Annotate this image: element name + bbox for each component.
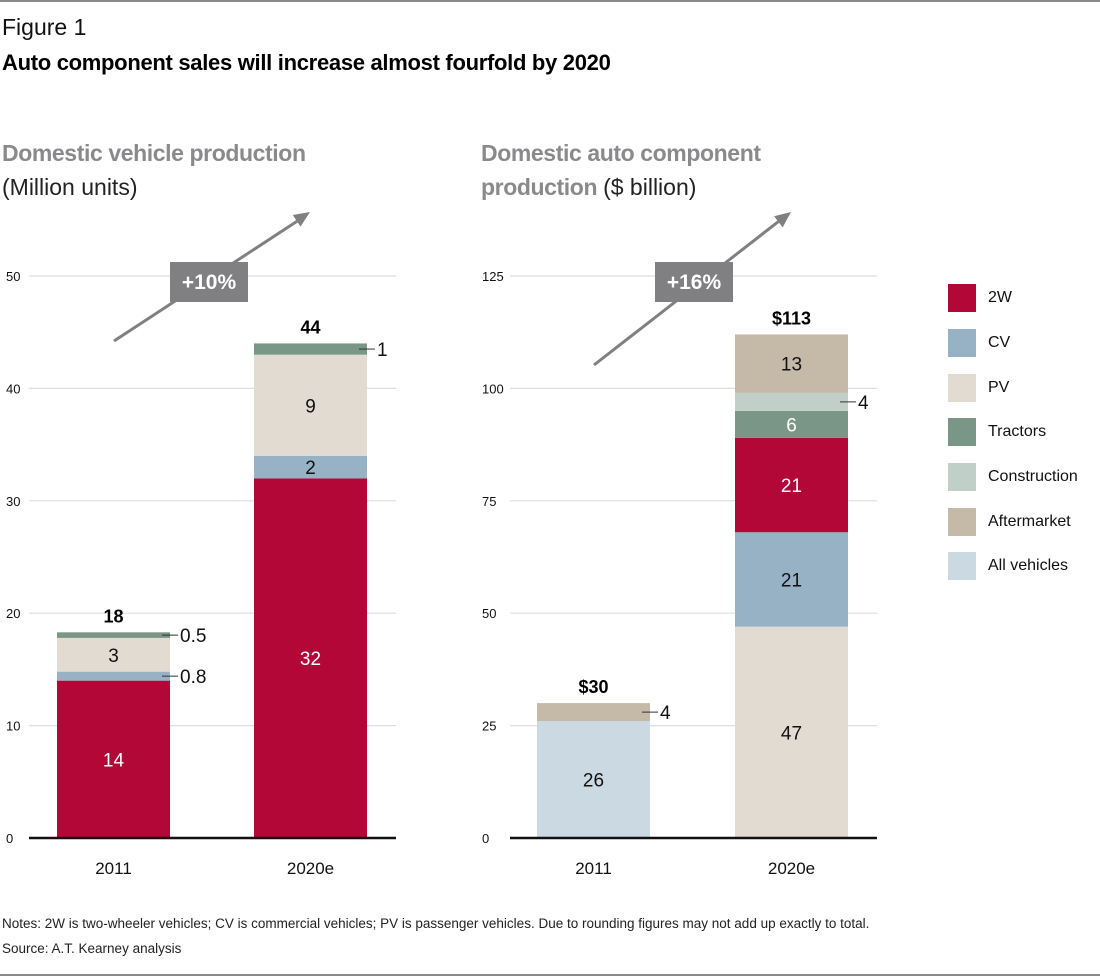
legend-swatch [948,463,976,492]
bottom-rule [0,974,1100,976]
legend-label: PV [988,378,1010,396]
bar-segment-label: 21 [781,570,802,591]
bar-segment [254,478,367,838]
legend-swatch [948,552,976,581]
legend-label: All vehicles [988,557,1069,575]
y-tick-label: 100 [482,381,504,396]
y-tick-label: 125 [482,269,504,284]
bar-total-label: 44 [300,317,320,337]
y-tick-label: 20 [6,606,20,621]
legend-item: 2W [948,276,1078,321]
bar-segment-label: 4 [660,703,671,724]
left-panel-title: Domestic vehicle production (Million uni… [2,136,382,204]
left-panel-title-text: Domestic vehicle production [2,140,306,166]
legend-item: Tractors [948,410,1078,455]
growth-badge [170,262,248,302]
bar-total-label: $30 [578,677,608,697]
bar-total-label: 18 [103,606,123,626]
bar-segment [254,354,367,456]
figure-title: Auto component sales will increase almos… [2,50,611,75]
bar-segment-label: 0.8 [180,667,206,688]
bar-segment-label: 13 [781,355,802,376]
bar-segment-label: 32 [300,649,321,670]
growth-arrow-head-icon [292,212,310,227]
bar-segment [537,721,650,838]
top-rule [0,0,1100,2]
y-tick-label: 50 [6,269,20,284]
legend-label: Construction [988,468,1078,486]
legend-swatch [948,284,976,313]
bar-segment [537,703,650,722]
bar-segment [735,437,848,533]
bar-segment-label: 4 [858,393,869,414]
growth-badge-label: +10% [182,271,237,294]
bar-segment-label: 2 [305,458,316,479]
bar-segment [57,637,170,672]
right-panel-title: Domestic auto component production ($ bi… [481,136,841,204]
x-category-label: 2011 [575,859,612,878]
bar-segment [735,532,848,627]
y-tick-label: 25 [482,719,496,734]
legend-label: Aftermarket [988,512,1071,530]
y-tick-label: 30 [6,494,20,509]
bar-segment-label: 9 [305,396,316,417]
y-tick-label: 75 [482,494,496,509]
legend-item: Construction [948,455,1078,500]
source-text: Source: A.T. Kearney analysis [2,941,182,956]
legend: 2W CV PV Tractors Construction Aftermarket All… [948,276,1078,589]
legend-label: CV [988,334,1011,352]
bar-segment-label: 1 [377,340,388,361]
bar-segment [57,632,170,638]
x-category-label: 2020e [287,859,334,878]
y-tick-label: 0 [6,831,13,846]
figure-label: Figure 1 [2,14,87,40]
x-category-label: 2011 [95,859,132,878]
y-tick-label: 50 [482,606,496,621]
legend-label: 2W [988,289,1012,307]
bar-segment-label: 0.5 [180,626,206,647]
y-tick-label: 0 [482,831,489,846]
legend-item: All vehicles [948,544,1078,589]
bar-segment [254,343,367,355]
bar-segment-label: 6 [786,415,797,436]
y-tick-label: 10 [6,719,20,734]
legend-swatch [948,507,976,536]
legend-item: CV [948,321,1078,366]
bar-segment-label: 14 [103,750,125,771]
bar-segment [735,410,848,438]
notes-text: Notes: 2W is two-wheeler vehicles; CV is… [2,916,870,931]
bar-segment [57,680,170,838]
legend-item: PV [948,365,1078,410]
growth-arrow-head-icon [774,212,791,228]
x-category-label: 2020e [768,859,815,878]
bar-segment [735,334,848,393]
right-panel-unit: ($ billion) [603,174,697,200]
growth-badge [655,262,733,302]
bar-segment-label: 47 [781,723,802,744]
left-panel-unit: (Million units) [2,174,138,200]
bar-segment-label: 3 [108,646,119,667]
bar-segment [254,455,367,479]
bar-segment [735,392,848,411]
legend-item: Aftermarket [948,499,1078,544]
legend-label: Tractors [988,423,1047,441]
right-panel-title-text: Domestic auto component production [481,140,761,200]
y-tick-label: 40 [6,381,20,396]
legend-swatch [948,373,976,402]
growth-badge-label: +16% [667,271,722,294]
bar-total-label: $113 [772,308,811,328]
bar-segment-label: 26 [583,771,604,792]
legend-swatch [948,418,976,447]
legend-swatch [948,329,976,358]
bar-segment-label: 21 [781,476,802,497]
bar-segment [735,626,848,838]
bar-segment [57,671,170,681]
